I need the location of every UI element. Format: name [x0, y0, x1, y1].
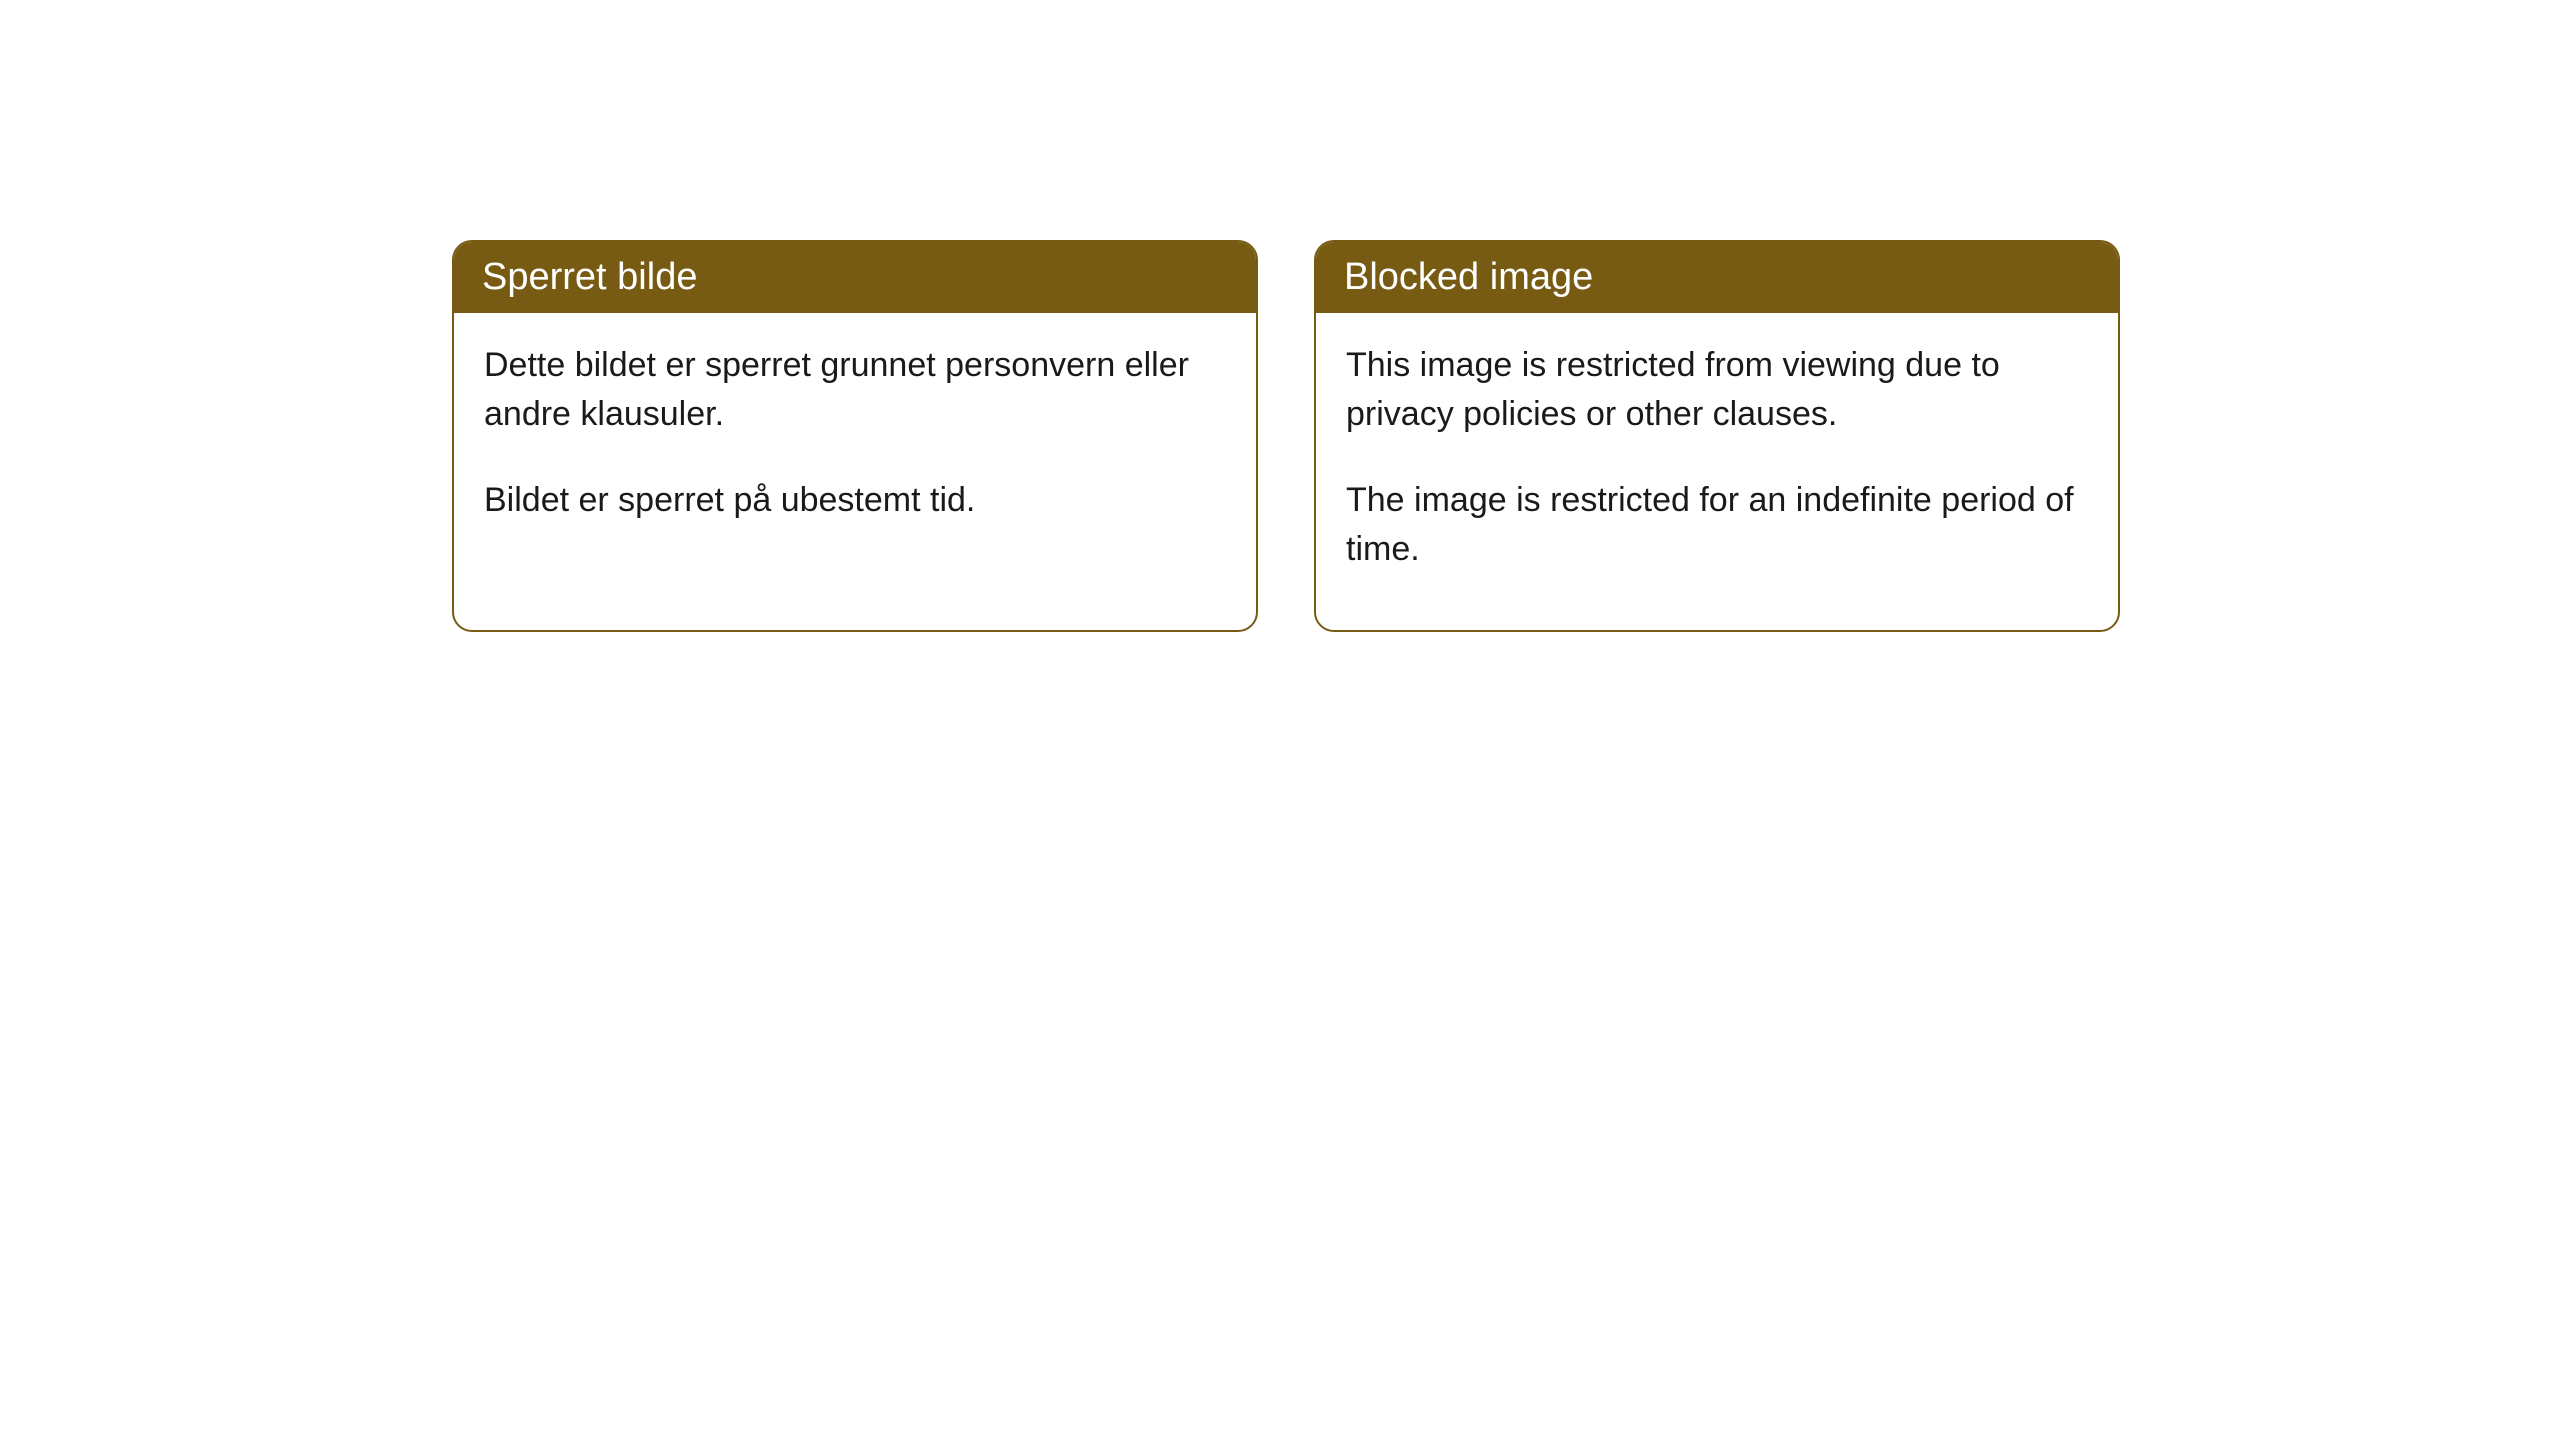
card-header: Blocked image	[1316, 242, 2118, 313]
card-paragraph: This image is restricted from viewing du…	[1346, 341, 2088, 440]
card-paragraph: The image is restricted for an indefinit…	[1346, 476, 2088, 575]
card-body: Dette bildet er sperret grunnet personve…	[454, 313, 1256, 581]
card-title: Blocked image	[1344, 256, 1593, 298]
blocked-image-card-english: Blocked image This image is restricted f…	[1314, 240, 2120, 632]
card-paragraph: Bildet er sperret på ubestemt tid.	[484, 476, 1226, 525]
card-header: Sperret bilde	[454, 242, 1256, 313]
card-title: Sperret bilde	[482, 256, 697, 298]
card-body: This image is restricted from viewing du…	[1316, 313, 2118, 630]
cards-container: Sperret bilde Dette bildet er sperret gr…	[452, 240, 2120, 632]
blocked-image-card-norwegian: Sperret bilde Dette bildet er sperret gr…	[452, 240, 1258, 632]
card-paragraph: Dette bildet er sperret grunnet personve…	[484, 341, 1226, 440]
